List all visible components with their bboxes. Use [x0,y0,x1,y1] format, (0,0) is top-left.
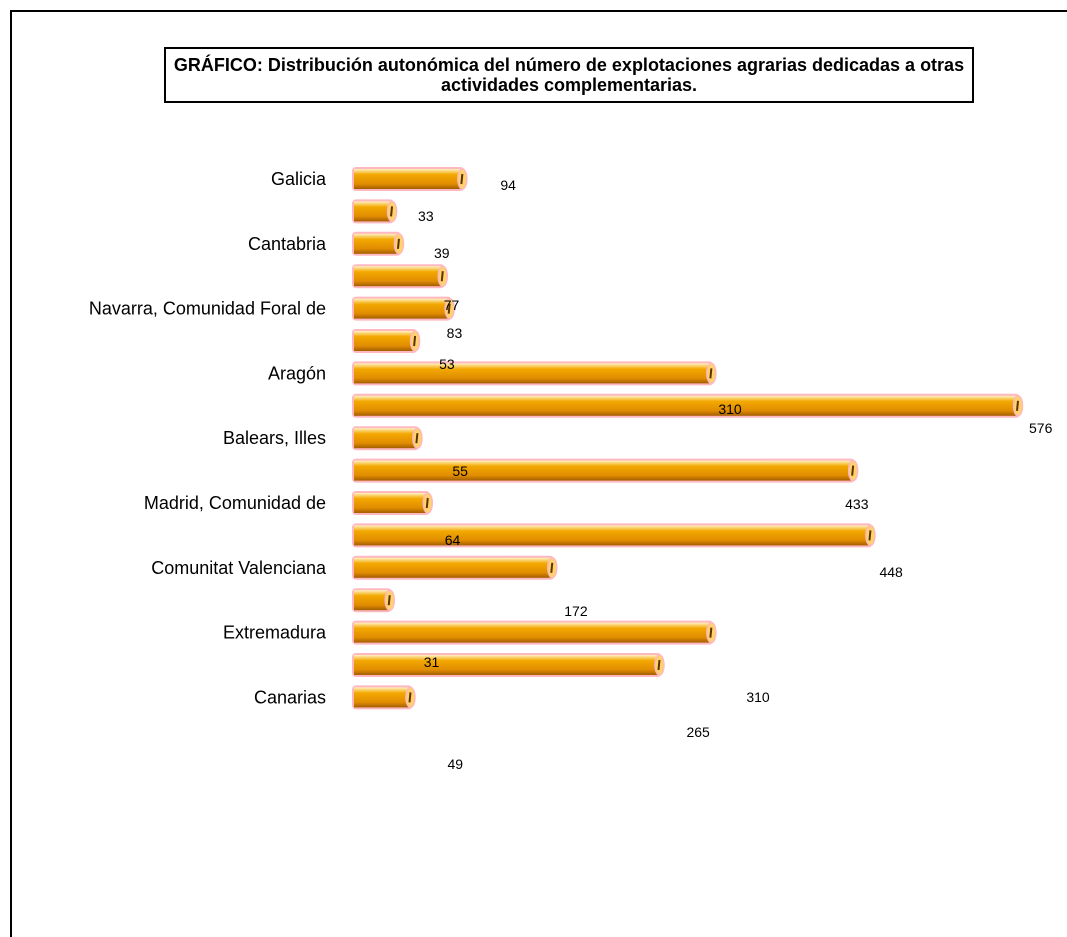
value-label: 94 [500,177,516,193]
bar [352,555,558,580]
bar-cap-mark [425,497,429,509]
bar [352,491,434,515]
value-label: 448 [879,564,903,580]
bar-body [354,460,854,481]
bar-body [354,525,871,546]
category-labels: Galicia Cantabria Navarra, Comunidad Foral… [89,169,327,707]
chart-frame [10,10,1067,937]
value-label: 265 [686,724,710,740]
value-label: 64 [445,532,461,548]
bar [352,361,717,386]
bar [352,588,395,613]
value-label: 55 [452,463,468,479]
value-label: 83 [447,325,463,341]
bar [352,264,449,289]
value-label: 53 [439,356,455,372]
bar [352,329,421,353]
value-label: 576 [1029,420,1053,436]
bar [352,426,423,451]
bar-body [354,557,553,578]
value-label: 433 [845,496,869,512]
bar-cap-mark [387,595,391,606]
bar-body [354,363,712,384]
bar-body [354,687,411,708]
bar-cap-mark [1016,400,1019,411]
bar [352,231,405,256]
bar [352,296,455,321]
bars-group [352,167,1024,710]
bar-cap-mark [550,562,554,573]
bar-cap-mark [868,530,872,541]
category-label: Extremadura [223,623,327,643]
bar-body [354,266,443,287]
value-label: 172 [564,603,588,619]
bar-cap-mark [440,271,444,282]
category-label: Madrid, Comunidad de [144,493,326,513]
bar-cap-mark [415,433,419,444]
bar-cap-mark [396,238,400,249]
category-label: Balears, Illes [223,428,326,448]
bar-cap-mark [851,465,855,476]
bar-cap-mark [447,303,451,314]
bar-cap-mark [657,659,661,671]
bar [352,620,717,645]
value-labels: 94 33 39 77 83 53 310 576 55 433 64 448 172 31 310 265 4… [418,177,1053,772]
value-label: 310 [746,689,770,705]
value-label: 310 [718,401,742,417]
bar [352,167,468,191]
category-label: Galicia [271,169,327,189]
bar-body [354,233,399,254]
bar-body [354,493,428,513]
value-label: 39 [434,245,450,261]
bar-cap-mark [413,335,417,347]
bar-body [354,298,450,319]
chart-title: GRÁFICO: Distribución autonómica del núm… [164,47,974,103]
bar-body [354,590,390,611]
bar-body [354,169,463,189]
value-label: 49 [447,756,463,772]
bar [352,653,665,677]
category-label: Canarias [254,687,326,707]
value-label: 77 [444,297,460,313]
bar-body [354,331,416,351]
bar-cap-mark [390,206,394,217]
bar-cap-mark [709,368,713,379]
bar [352,393,1024,418]
bar-body [354,395,1018,416]
bar [352,523,876,548]
value-label: 33 [418,208,434,224]
bar-body [354,622,712,643]
bar-body [354,428,418,449]
bar-body [354,655,660,675]
category-label: Comunitat Valenciana [151,558,327,578]
bar-body [354,201,393,222]
value-label: 31 [424,654,440,670]
bar [352,199,398,224]
bar-cap-mark [408,692,412,703]
bar [352,458,859,483]
bar-cap-mark [460,173,464,185]
category-label: Cantabria [248,234,327,254]
category-label: Navarra, Comunidad Foral de [89,299,326,319]
bar [352,685,416,710]
category-label: Aragón [268,363,326,383]
bar-cap-mark [709,627,713,638]
